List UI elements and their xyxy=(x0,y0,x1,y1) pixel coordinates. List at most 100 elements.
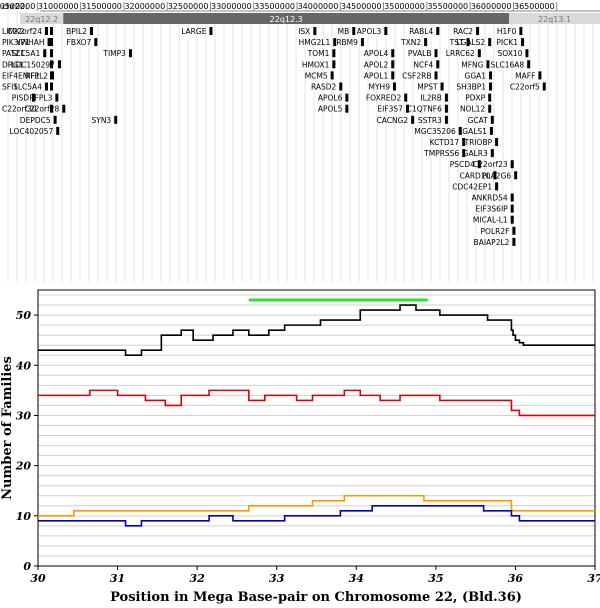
ruler-label: 36500000 xyxy=(514,2,555,11)
gene-label: IL2RB xyxy=(420,94,442,103)
gene-block xyxy=(345,93,349,102)
gene-label: LARGE xyxy=(181,27,207,36)
gene-label: SFI1 xyxy=(2,83,18,92)
gene-block xyxy=(486,60,490,69)
gene-block xyxy=(510,160,514,169)
x-tick-label: 32 xyxy=(189,572,205,585)
y-axis: 0 10 20 30 40 50 xyxy=(15,309,38,573)
cytoband-label: 22q12.3 xyxy=(270,15,303,24)
gene-label: LRRC62 xyxy=(446,49,475,58)
gene-label: H1F0 xyxy=(497,27,517,36)
x-tick-label: 30 xyxy=(30,572,46,585)
cytoband-label: 22q13.1 xyxy=(538,15,571,24)
gene-label: SLC5A4 xyxy=(13,83,42,92)
ruler-label: 31500000 xyxy=(81,2,122,11)
gene-block xyxy=(444,104,448,113)
gene-label: APOL3 xyxy=(357,27,382,36)
gene-label: APOL1 xyxy=(364,71,389,80)
gene-block xyxy=(488,38,492,47)
series-line xyxy=(38,504,595,527)
gene-label: BPIL2 xyxy=(66,27,87,36)
x-axis: 30 31 32 33 34 35 36 37 xyxy=(30,566,600,585)
gene-block xyxy=(44,82,48,91)
gene-block xyxy=(436,60,440,69)
gene-block xyxy=(47,38,51,47)
cytoband xyxy=(63,13,510,24)
gene-label: TOM1 xyxy=(307,49,330,58)
gene-label: CSF2RB xyxy=(402,71,431,80)
gene-block xyxy=(391,49,395,58)
gene-block xyxy=(339,82,343,91)
gene-label: BAIAP2L2 xyxy=(474,238,510,247)
cytoband-track: 22q12.2 22q12.3 22q13.1 xyxy=(20,13,600,24)
gene-label: SYN3 xyxy=(91,116,111,125)
cytoband xyxy=(509,13,600,24)
gene-label: EIF3S6IP xyxy=(475,205,508,214)
gene-block xyxy=(332,60,336,69)
gene-block xyxy=(51,71,55,80)
ruler-label: 33000000 xyxy=(211,2,252,11)
x-tick-label: 36 xyxy=(508,572,524,585)
gene-label: DEPDC5 xyxy=(20,116,51,125)
gene-block xyxy=(489,126,493,135)
gene-label: MPST xyxy=(417,83,438,92)
gene-block xyxy=(345,104,349,113)
gene-block xyxy=(94,38,98,47)
gene-block xyxy=(514,171,518,180)
gene-block xyxy=(510,193,514,202)
gene-block xyxy=(490,115,494,124)
gene-block xyxy=(519,27,523,35)
gene-block xyxy=(490,149,494,158)
gene-block xyxy=(512,226,516,235)
gene-block xyxy=(56,126,60,135)
gene-label: C22orf28 xyxy=(25,105,60,114)
gene-label: TXN2 xyxy=(400,38,421,47)
x-tick-label: 37 xyxy=(587,572,600,585)
gene-block xyxy=(50,82,53,91)
gene-block xyxy=(434,71,438,80)
gene-block xyxy=(424,38,428,47)
gene-block xyxy=(391,71,395,80)
ruler-label: 33500000 xyxy=(254,2,295,11)
family-count-chart: 30 31 32 33 34 35 36 37 0 10 20 30 40 50 Position in… xyxy=(0,289,600,605)
gene-block xyxy=(440,82,444,91)
gene-block xyxy=(55,93,59,102)
ruler-label: 35000000 xyxy=(384,2,425,11)
gene-label: RFPL3 xyxy=(29,94,52,103)
gene-block xyxy=(493,171,497,180)
gene-block xyxy=(50,104,53,113)
gene-label: MB xyxy=(338,27,350,36)
ruler-label: 34500000 xyxy=(341,2,382,11)
series-lines xyxy=(38,304,595,527)
gene-label: C22orf24 xyxy=(7,27,42,36)
gene-label: RASD2 xyxy=(311,83,337,92)
gene-block xyxy=(31,93,35,102)
gene-label: APOL4 xyxy=(364,49,389,58)
gene-label: HMG2L1 xyxy=(299,38,331,47)
gene-label: MFNG xyxy=(461,60,483,69)
gene-label: APOL5 xyxy=(318,105,343,114)
gene-block xyxy=(538,71,542,80)
gene-block xyxy=(128,49,132,58)
gene-block xyxy=(404,93,408,102)
gene-label: PATZ1 xyxy=(2,49,25,58)
gene-block xyxy=(384,27,388,35)
gene-block xyxy=(89,27,93,35)
cytoband xyxy=(20,13,64,24)
gene-label: EIF3S7 xyxy=(377,105,403,114)
gene-label: ANKRD54 xyxy=(471,194,507,203)
y-tick-label: 0 xyxy=(23,560,31,573)
gene-label: MCM5 xyxy=(305,71,328,80)
gene-block xyxy=(391,60,395,69)
gene-label: C22orf23 xyxy=(473,160,508,169)
y-axis-label: Number of Families xyxy=(0,356,15,500)
x-tick-label: 31 xyxy=(110,572,125,585)
gene-label: APOL6 xyxy=(318,94,343,103)
gene-block xyxy=(43,49,47,58)
gene-label: C22orf5 xyxy=(510,83,540,92)
gene-label: APOL2 xyxy=(364,60,389,69)
gene-label: HMOX1 xyxy=(302,60,330,69)
gene-block xyxy=(209,27,213,35)
gene-label: PISD xyxy=(12,94,29,103)
gene-label: PICK1 xyxy=(496,38,518,47)
